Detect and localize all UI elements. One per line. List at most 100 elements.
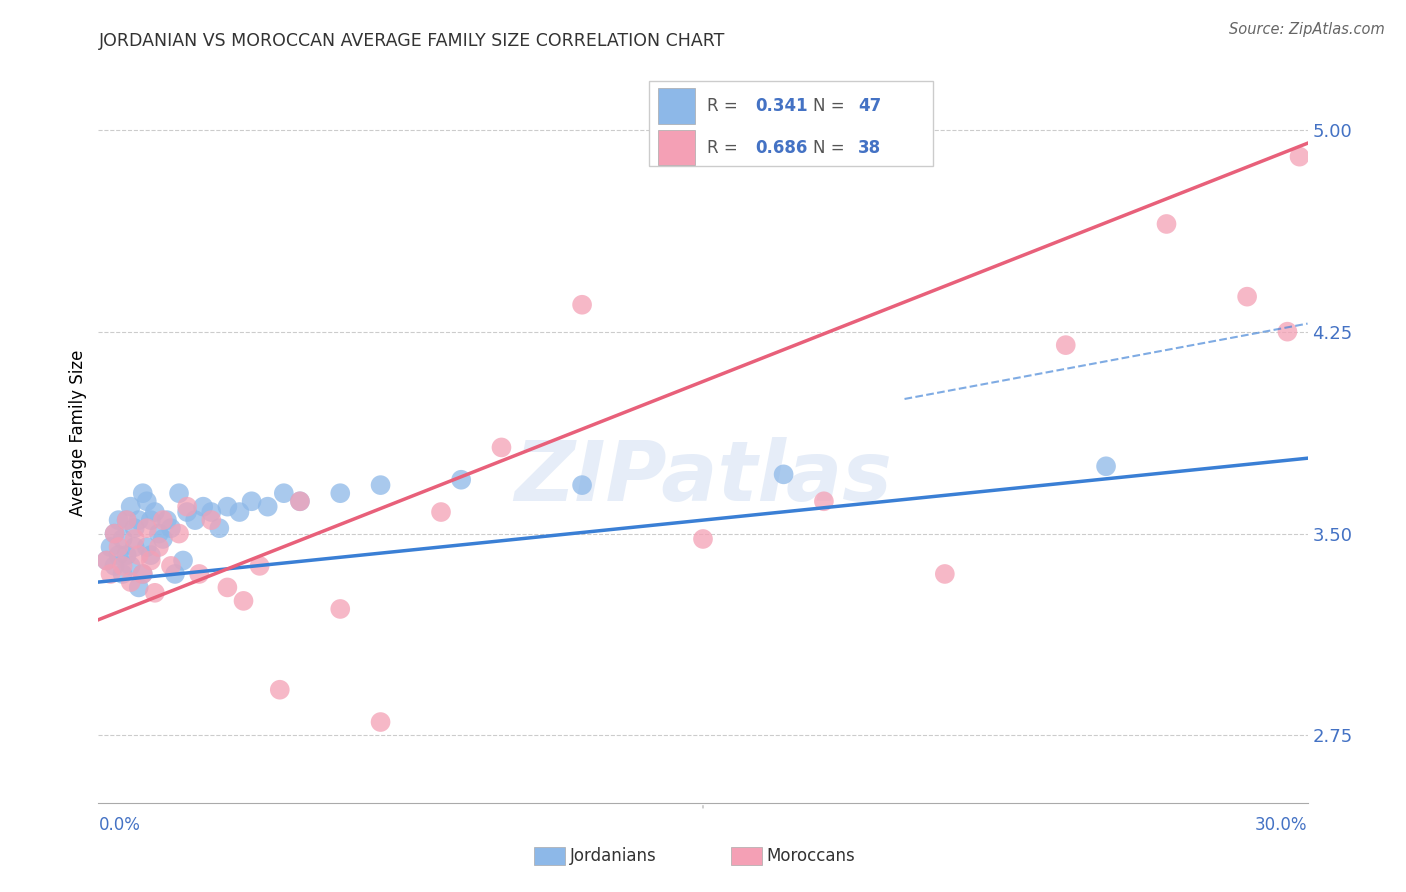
- Point: [176, 505, 198, 519]
- Point: [329, 602, 352, 616]
- Point: [240, 494, 263, 508]
- Point: [156, 513, 179, 527]
- Text: Jordanians: Jordanians: [569, 847, 657, 865]
- FancyBboxPatch shape: [658, 88, 695, 124]
- Point: [103, 526, 125, 541]
- Point: [193, 500, 215, 514]
- Point: [124, 532, 146, 546]
- Text: N =: N =: [813, 138, 849, 157]
- Point: [103, 558, 125, 573]
- Point: [200, 513, 222, 527]
- Y-axis label: Average Family Size: Average Family Size: [69, 350, 87, 516]
- Point: [111, 566, 134, 581]
- FancyBboxPatch shape: [648, 81, 932, 166]
- Point: [772, 467, 794, 482]
- Point: [167, 526, 190, 541]
- Point: [217, 581, 239, 595]
- Point: [135, 494, 157, 508]
- Point: [115, 513, 138, 527]
- Text: Moroccans: Moroccans: [766, 847, 855, 865]
- Point: [1054, 338, 1077, 352]
- Point: [1236, 290, 1258, 304]
- Text: 47: 47: [858, 97, 882, 115]
- Point: [232, 594, 254, 608]
- Text: 0.686: 0.686: [755, 138, 807, 157]
- Text: R =: R =: [707, 138, 742, 157]
- Point: [1277, 325, 1299, 339]
- Text: JORDANIAN VS MOROCCAN AVERAGE FAMILY SIZE CORRELATION CHART: JORDANIAN VS MOROCCAN AVERAGE FAMILY SIZ…: [98, 32, 725, 50]
- Point: [120, 558, 142, 573]
- Point: [273, 486, 295, 500]
- Point: [152, 513, 174, 527]
- Point: [249, 558, 271, 573]
- Point: [128, 513, 150, 527]
- Point: [208, 521, 231, 535]
- Point: [172, 553, 194, 567]
- Point: [128, 581, 150, 595]
- Point: [571, 298, 593, 312]
- FancyBboxPatch shape: [658, 130, 695, 165]
- Point: [370, 714, 392, 729]
- Point: [107, 513, 129, 527]
- Text: ZIPatlas: ZIPatlas: [515, 436, 891, 517]
- Point: [160, 558, 183, 573]
- Point: [139, 548, 162, 562]
- Point: [96, 553, 118, 567]
- Point: [1288, 150, 1310, 164]
- Point: [256, 500, 278, 514]
- Point: [148, 526, 170, 541]
- Point: [288, 494, 311, 508]
- Point: [135, 540, 157, 554]
- Point: [139, 513, 162, 527]
- Point: [450, 473, 472, 487]
- Point: [135, 521, 157, 535]
- Text: 38: 38: [858, 138, 882, 157]
- Point: [288, 494, 311, 508]
- Point: [107, 540, 129, 554]
- Point: [228, 505, 250, 519]
- Point: [103, 526, 125, 541]
- Point: [124, 540, 146, 554]
- Point: [96, 553, 118, 567]
- Point: [430, 505, 453, 519]
- Point: [176, 500, 198, 514]
- Point: [160, 521, 183, 535]
- Point: [132, 566, 155, 581]
- Text: 0.0%: 0.0%: [98, 816, 141, 834]
- Point: [188, 566, 211, 581]
- Point: [269, 682, 291, 697]
- Point: [124, 521, 146, 535]
- Point: [1156, 217, 1178, 231]
- Point: [148, 540, 170, 554]
- Point: [329, 486, 352, 500]
- Point: [115, 548, 138, 562]
- Point: [143, 586, 166, 600]
- Point: [200, 505, 222, 519]
- Point: [100, 540, 122, 554]
- Point: [120, 575, 142, 590]
- Text: R =: R =: [707, 97, 742, 115]
- Point: [167, 486, 190, 500]
- Point: [111, 558, 134, 573]
- Point: [813, 494, 835, 508]
- Point: [934, 566, 956, 581]
- Point: [163, 566, 186, 581]
- Point: [1095, 459, 1118, 474]
- Point: [111, 532, 134, 546]
- Point: [100, 566, 122, 581]
- Point: [143, 505, 166, 519]
- Point: [120, 500, 142, 514]
- Point: [491, 441, 513, 455]
- Point: [152, 532, 174, 546]
- Point: [115, 513, 138, 527]
- Point: [692, 532, 714, 546]
- Point: [132, 566, 155, 581]
- Text: Source: ZipAtlas.com: Source: ZipAtlas.com: [1229, 22, 1385, 37]
- Point: [132, 486, 155, 500]
- Text: 0.341: 0.341: [755, 97, 807, 115]
- Point: [571, 478, 593, 492]
- Point: [107, 548, 129, 562]
- Point: [128, 548, 150, 562]
- Text: 30.0%: 30.0%: [1256, 816, 1308, 834]
- Point: [139, 553, 162, 567]
